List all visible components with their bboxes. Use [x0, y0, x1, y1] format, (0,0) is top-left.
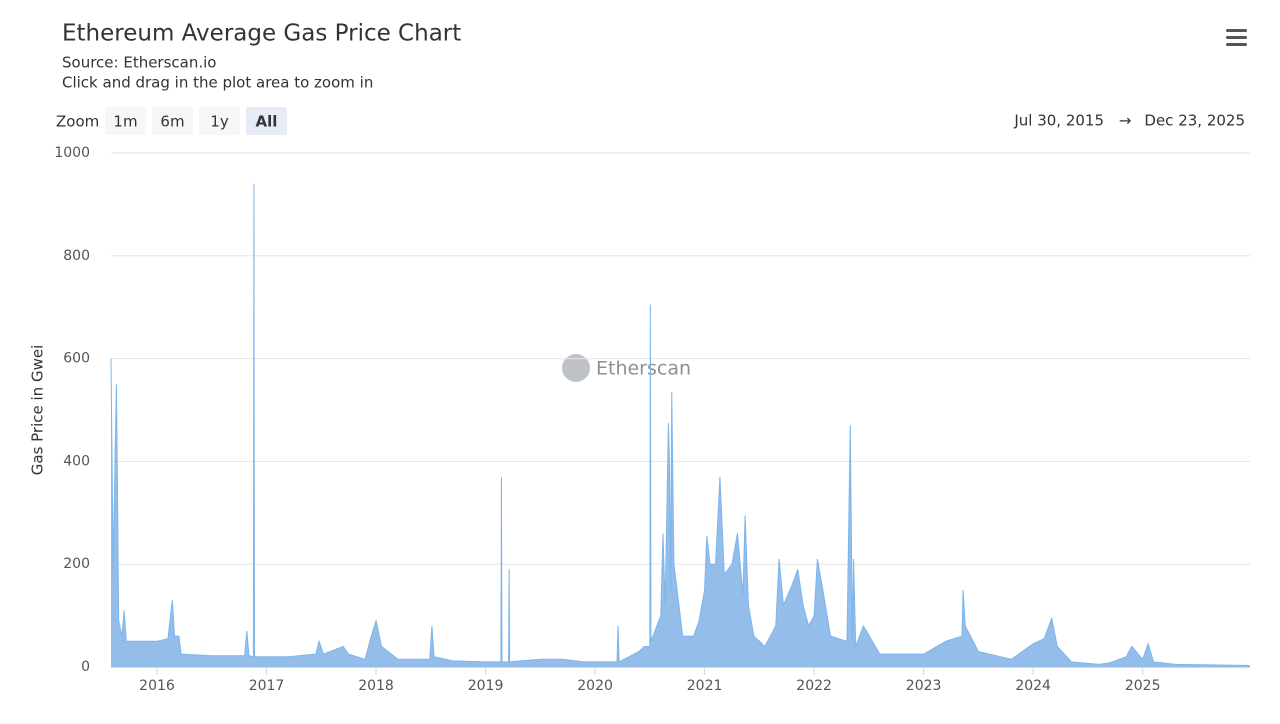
y-tick-label: 800	[63, 248, 90, 264]
y-tick-label: 200	[63, 556, 90, 572]
zoom-button[interactable]: 1m	[105, 107, 146, 135]
zoom-button[interactable]: All	[246, 107, 287, 135]
chart-title: Ethereum Average Gas Price Chart	[62, 21, 461, 47]
range-to[interactable]: Dec 23, 2025	[1144, 112, 1245, 130]
zoom-button[interactable]: 6m	[152, 107, 193, 135]
zoom-button-label: All	[256, 113, 278, 131]
zoom-button-bg	[105, 107, 146, 135]
range-from[interactable]: Jul 30, 2015	[1013, 112, 1104, 130]
x-tick-label: 2019	[468, 678, 504, 694]
zoom-button-bg	[246, 107, 287, 135]
x-tick-label: 2017	[249, 678, 285, 694]
x-tick-label: 2025	[1125, 678, 1161, 694]
x-tick-label: 2016	[139, 678, 175, 694]
zoom-button-label: 1y	[210, 113, 229, 131]
subtitle: Click and drag in the plot area to zoom …	[62, 74, 373, 92]
menu-bar	[1226, 29, 1247, 32]
zoom-button-label: 6m	[160, 113, 184, 131]
x-tick-label: 2018	[358, 678, 394, 694]
y-tick-label: 600	[63, 351, 90, 367]
zoom-button-bg	[152, 107, 193, 135]
area-line	[110, 183, 1251, 666]
menu-bar	[1226, 43, 1247, 46]
menu-bar	[1226, 36, 1247, 39]
y-tick-label: 0	[81, 659, 90, 675]
watermark: Etherscan	[562, 354, 691, 382]
x-tick-label: 2020	[577, 678, 613, 694]
subtitle: Source: Etherscan.io	[62, 54, 216, 72]
x-tick-label: 2021	[687, 678, 723, 694]
watermark-logo	[562, 354, 590, 382]
x-tick-label: 2022	[796, 678, 832, 694]
area-fill	[111, 183, 1250, 667]
y-tick-label: 1000	[54, 145, 90, 161]
zoom-button-label: 1m	[113, 113, 137, 131]
zoom-button-bg	[199, 107, 240, 135]
zoom-button[interactable]: 1y	[199, 107, 240, 135]
range-arrow: →	[1119, 112, 1132, 130]
y-axis-title: Gas Price in Gwei	[29, 345, 47, 476]
x-tick-label: 2023	[906, 678, 942, 694]
y-tick-label: 400	[63, 453, 90, 469]
watermark-text: Etherscan	[596, 358, 691, 380]
x-tick-label: 2024	[1015, 678, 1051, 694]
zoom-label: Zoom	[56, 113, 99, 131]
menu-button[interactable]	[1226, 29, 1247, 46]
